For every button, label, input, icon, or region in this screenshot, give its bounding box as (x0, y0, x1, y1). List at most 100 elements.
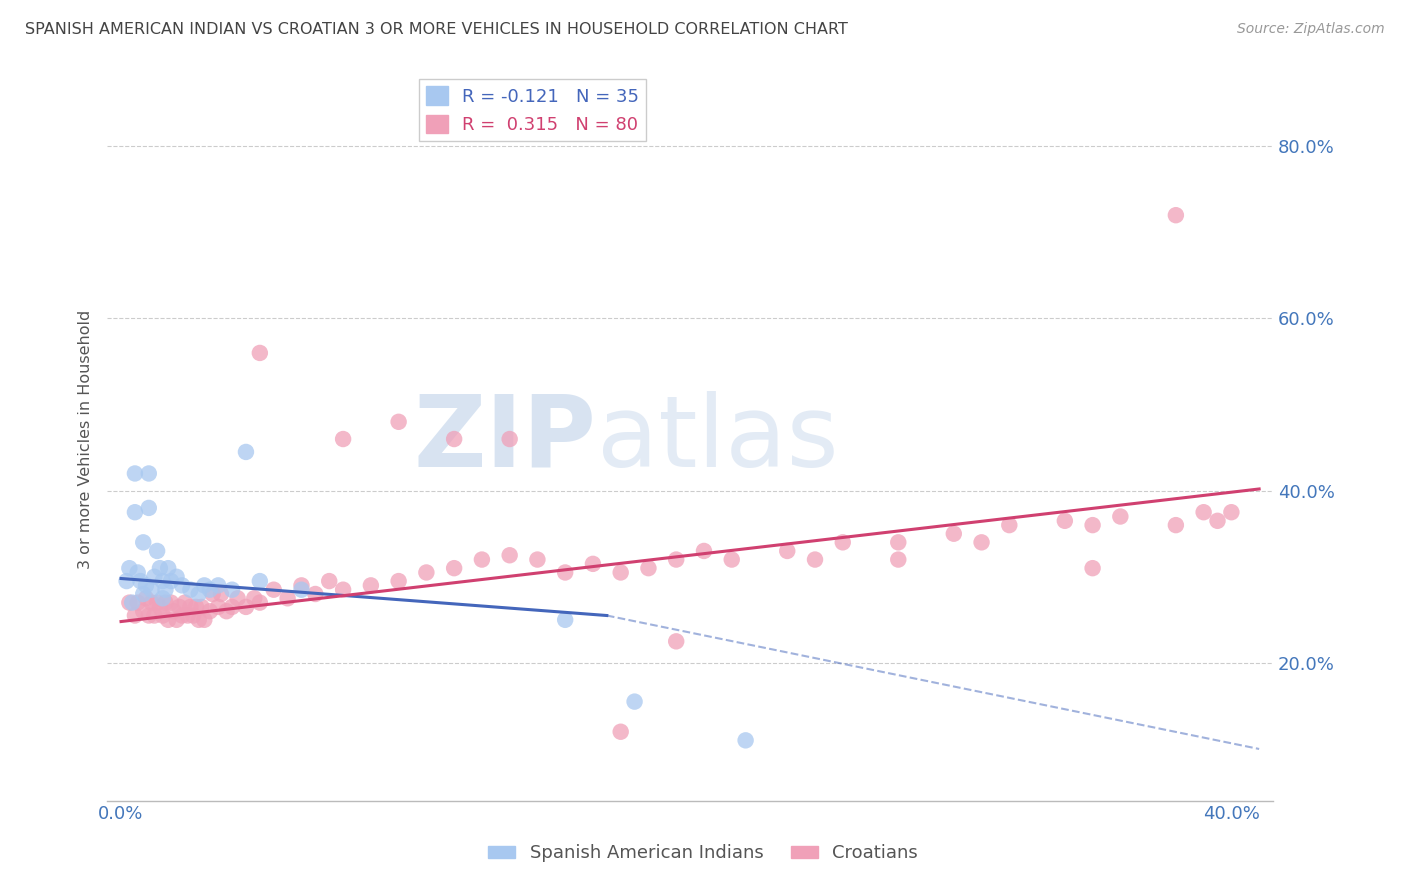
Point (172, 608, 194, 623)
Point (693, 544, 716, 558)
Point (149, 599, 172, 614)
Point (118, 561, 141, 575)
Point (118, 596, 141, 610)
Point (143, 570, 166, 584)
Point (887, 535, 910, 549)
Point (152, 574, 174, 588)
Point (115, 574, 138, 588)
Point (187, 613, 209, 627)
Point (1053, 514, 1076, 528)
Point (471, 552, 494, 566)
Point (157, 561, 180, 575)
Point (166, 570, 188, 584)
Point (152, 591, 174, 606)
Point (249, 346, 271, 360)
Y-axis label: 3 or more Vehicles in Household: 3 or more Vehicles in Household (79, 310, 93, 569)
Point (443, 432, 465, 446)
Point (146, 596, 169, 610)
Point (141, 582, 163, 597)
Point (193, 578, 215, 592)
Point (887, 552, 910, 566)
Point (184, 599, 207, 614)
Point (138, 467, 160, 481)
Point (207, 578, 229, 592)
Point (665, 552, 688, 566)
Point (181, 608, 204, 623)
Point (235, 599, 257, 614)
Point (138, 500, 160, 515)
Point (124, 608, 146, 623)
Point (637, 561, 659, 575)
Text: Source: ZipAtlas.com: Source: ZipAtlas.com (1237, 22, 1385, 37)
Point (360, 578, 382, 592)
Point (190, 599, 212, 614)
Point (193, 613, 215, 627)
Point (129, 574, 152, 588)
Point (221, 599, 243, 614)
Point (127, 566, 149, 580)
Point (318, 574, 340, 588)
Point (160, 574, 183, 588)
Point (734, 733, 756, 747)
Point (554, 613, 576, 627)
Point (443, 561, 465, 575)
Point (831, 535, 853, 549)
Point (157, 613, 180, 627)
Point (149, 561, 172, 575)
Point (243, 591, 266, 606)
Point (1109, 509, 1132, 524)
Point (290, 582, 312, 597)
Point (526, 552, 548, 566)
Legend: R = -0.121   N = 35, R =  0.315   N = 80: R = -0.121 N = 35, R = 0.315 N = 80 (419, 79, 647, 142)
Point (1164, 518, 1187, 533)
Point (121, 596, 143, 610)
Point (388, 415, 411, 429)
Point (172, 578, 194, 592)
Point (179, 582, 201, 597)
Point (235, 445, 257, 459)
Point (198, 582, 221, 597)
Point (776, 544, 799, 558)
Text: SPANISH AMERICAN INDIAN VS CROATIAN 3 OR MORE VEHICLES IN HOUSEHOLD CORRELATION : SPANISH AMERICAN INDIAN VS CROATIAN 3 OR… (25, 22, 848, 37)
Point (124, 505, 146, 519)
Point (498, 548, 520, 562)
Point (804, 552, 827, 566)
Point (132, 587, 155, 601)
Point (942, 526, 965, 541)
Point (221, 582, 243, 597)
Point (124, 467, 146, 481)
Point (249, 596, 271, 610)
Point (166, 613, 188, 627)
Point (201, 587, 224, 601)
Point (1206, 514, 1229, 528)
Point (135, 591, 157, 606)
Point (135, 578, 157, 592)
Point (155, 596, 177, 610)
Point (970, 535, 993, 549)
Point (277, 591, 299, 606)
Point (215, 604, 238, 618)
Point (1081, 518, 1104, 533)
Point (582, 557, 605, 571)
Point (263, 582, 285, 597)
Point (332, 582, 354, 597)
Point (290, 578, 312, 592)
Point (609, 724, 631, 739)
Point (415, 566, 437, 580)
Point (249, 574, 271, 588)
Point (179, 599, 201, 614)
Text: atlas: atlas (596, 391, 838, 488)
Point (176, 608, 198, 623)
Point (1220, 505, 1243, 519)
Point (207, 599, 229, 614)
Point (152, 608, 174, 623)
Point (554, 566, 576, 580)
Point (138, 608, 160, 623)
Point (132, 535, 155, 549)
Point (173, 596, 195, 610)
Legend: Spanish American Indians, Croatians: Spanish American Indians, Croatians (481, 838, 925, 870)
Point (226, 591, 249, 606)
Point (198, 604, 221, 618)
Point (304, 587, 326, 601)
Point (998, 518, 1021, 533)
